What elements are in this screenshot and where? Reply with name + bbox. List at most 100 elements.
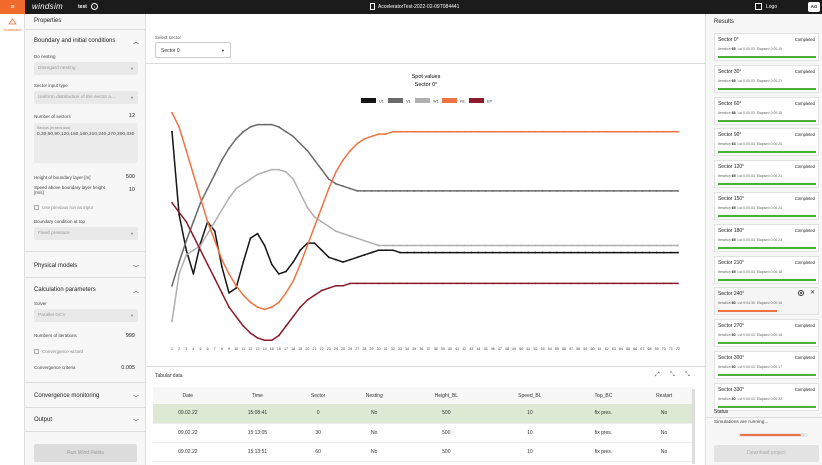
menu-icon[interactable]: ≡ — [0, 0, 25, 14]
data-point — [612, 244, 615, 247]
result-card[interactable]: Sector 210° Completed Iteration 65 Lst 0:0… — [714, 255, 819, 284]
x-tick-label: 40 — [448, 347, 452, 351]
x-tick-label: 33 — [398, 347, 402, 351]
sectors-textarea[interactable]: Sectors (in wind axis) 0,30,60,90,120,15… — [34, 123, 138, 163]
chevron-down-icon[interactable]: ﹀ — [133, 420, 140, 426]
column-header[interactable]: Restart — [635, 387, 693, 404]
table-scrollbar[interactable] — [692, 389, 695, 464]
column-header[interactable]: Top_BC — [571, 387, 636, 404]
chevron-down-icon[interactable]: ﹀ — [133, 396, 140, 402]
physical-models-title[interactable]: Physical models — [34, 263, 78, 269]
iterations-value[interactable]: 999 — [125, 333, 135, 339]
result-card[interactable]: Sector 60° Completed Iteration 68 Lst 0:00… — [714, 96, 819, 125]
table-row[interactable]: 09.02.22 15:13:51 60 No 500 10 fix pres. No — [153, 442, 693, 462]
output-title[interactable]: Output — [34, 417, 53, 423]
result-card[interactable]: Sector 270° Completed Iteration 60 Lst 0:0… — [714, 319, 819, 348]
link-icon[interactable]: ⤡ — [670, 372, 675, 378]
boundary-section-title[interactable]: Boundary and initial conditions — [34, 38, 116, 44]
progress-bar — [718, 183, 816, 186]
file-icon — [370, 3, 375, 10]
input-type-select[interactable]: Uniform distribution of the sector a... ▼ — [34, 91, 138, 104]
data-point — [370, 242, 373, 244]
data-point — [598, 244, 601, 247]
download-project-button[interactable]: Download project — [714, 445, 819, 462]
data-point — [171, 201, 173, 204]
convergence-wizard-checkbox[interactable]: Convergence wizard — [34, 349, 83, 354]
data-point — [384, 133, 387, 135]
table-row[interactable]: 09.02.22 15:08:41 0 No 500 10 fix pres. No — [153, 404, 693, 424]
x-tick-label: 2 — [178, 347, 180, 351]
sectors-value[interactable]: 12 — [128, 113, 135, 119]
column-header[interactable]: Nesting — [343, 387, 405, 404]
calc-params-title[interactable]: Calculation parameters — [34, 287, 96, 293]
data-point — [605, 130, 608, 133]
data-point — [548, 282, 551, 285]
result-card[interactable]: Sector 240° ✕ Iteration 60 Lst 0:04:30 Ela… — [714, 287, 819, 316]
radio-icon[interactable] — [798, 290, 804, 297]
chevron-up-icon[interactable]: ︿ — [133, 289, 140, 295]
data-point — [534, 190, 537, 192]
data-point — [263, 339, 266, 342]
data-point — [292, 261, 295, 263]
data-point — [605, 251, 608, 254]
top-bar: ≡ windsim test i AcceleratorTest-2022-02… — [0, 0, 822, 14]
data-point — [456, 190, 458, 192]
previous-run-checkbox[interactable]: Use previous run as input — [34, 205, 93, 210]
iteration-info: Iteration 65 Lst 0:00:03 Elapsed 0:00:21 — [718, 78, 783, 83]
sector-name: Sector 270° — [718, 323, 745, 330]
data-point — [370, 135, 373, 138]
info-icon[interactable]: i — [91, 3, 98, 10]
column-header[interactable]: Date — [153, 387, 223, 404]
data-point — [235, 284, 238, 287]
data-point — [520, 190, 523, 192]
chevron-down-icon[interactable]: ﹀ — [133, 266, 140, 272]
progress-bar — [718, 215, 816, 217]
x-tick-label: 66 — [633, 347, 637, 351]
data-point — [406, 282, 409, 285]
data-point — [363, 190, 366, 192]
table-row[interactable]: 09.02.22 15:13:05 30 No 500 10 fix pres. No — [153, 423, 693, 443]
nesting-select[interactable]: Disregard nesting ▼ — [34, 62, 138, 75]
collapse-icon[interactable]: ⤡ — [685, 372, 690, 378]
accelerator-icon[interactable] — [8, 18, 17, 26]
data-point — [634, 282, 637, 285]
avatar[interactable]: AG — [808, 2, 820, 12]
data-point — [335, 182, 337, 185]
expand-icon[interactable]: ⤢ — [655, 372, 660, 378]
data-point — [620, 282, 622, 285]
convergence-monitoring-title[interactable]: Convergence monitoring — [34, 393, 100, 399]
height-value[interactable]: 500 — [125, 174, 135, 180]
progress-bar — [718, 405, 816, 408]
logout-icon[interactable] — [755, 3, 762, 10]
data-point — [392, 244, 394, 247]
column-header[interactable]: Time — [222, 387, 293, 404]
logout-link[interactable]: Logo — [766, 4, 778, 10]
data-point — [342, 284, 344, 287]
data-point — [270, 168, 273, 171]
column-header[interactable]: Height_BL — [404, 387, 489, 404]
result-card[interactable]: Sector 0° Completed Iteration 65 Lst 0:00:… — [714, 33, 819, 61]
result-card[interactable]: Sector 330° Completed Iteration 80 Lst 0:0… — [714, 382, 819, 411]
project-name[interactable]: test — [78, 4, 87, 10]
solver-select[interactable]: Parallel GCV ▼ — [34, 309, 138, 322]
result-card[interactable]: Sector 180° Completed Iteration 65 Lst 0:0… — [714, 223, 819, 252]
data-point — [677, 282, 679, 285]
data-point — [285, 325, 287, 327]
speed-value[interactable]: 10 — [128, 187, 135, 193]
sector-select[interactable]: Sector 0 ▼ — [155, 42, 231, 58]
result-card[interactable]: Sector 300° Completed Iteration 60 Lst 0:0… — [714, 351, 819, 379]
close-icon[interactable]: ✕ — [809, 290, 815, 297]
data-point — [434, 244, 437, 247]
column-header[interactable]: Sector — [292, 387, 344, 404]
result-card[interactable]: Sector 150° Completed Iteration 65 Lst 0:0… — [714, 192, 819, 220]
result-card[interactable]: Sector 90° Completed Iteration 63 Lst 0:00… — [714, 128, 819, 157]
result-card[interactable]: Sector 30° Completed Iteration 65 Lst 0:00… — [714, 64, 819, 93]
run-wind-fields-button[interactable]: Run Wind Fields — [34, 444, 137, 462]
top-bc-select[interactable]: Fixed pressure ▼ — [34, 227, 138, 240]
nav-item-accelerator[interactable]: Accelerator — [3, 28, 22, 32]
criteria-value[interactable]: 0.005 — [121, 365, 135, 371]
chevron-up-icon[interactable]: ︿ — [133, 40, 140, 46]
column-header[interactable]: Speed_BL — [488, 387, 572, 404]
result-card[interactable]: Sector 120° Completed Iteration 65 Lst 0:0… — [714, 160, 819, 189]
data-point — [627, 282, 630, 285]
